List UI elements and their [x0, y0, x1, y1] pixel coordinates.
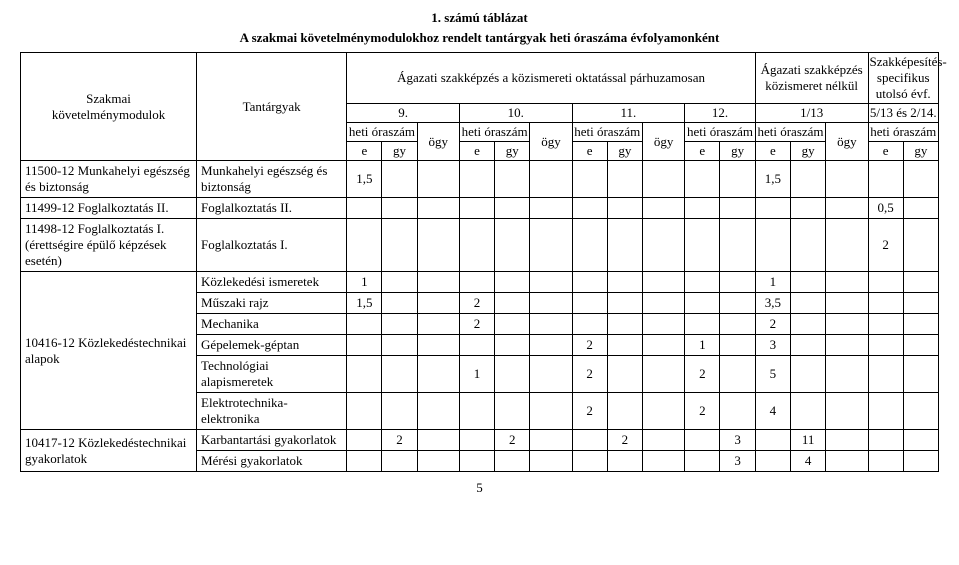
cell: 2 [459, 314, 494, 335]
gy-1: gy [382, 142, 417, 161]
e-1: e [347, 142, 382, 161]
table-row: 10416-12 Közlekedéstechnikai alapok Közl… [21, 272, 939, 293]
cell: 5 [755, 356, 790, 393]
cell: 2 [755, 314, 790, 335]
subject-cell: Mérési gyakorlatok [197, 451, 347, 472]
cell: 2 [459, 293, 494, 314]
col-grade11: 11. [572, 104, 685, 123]
module-cell: 10416-12 Közlekedéstechnikai alapok [21, 272, 197, 430]
cell: 3 [720, 430, 755, 451]
cell: 2 [572, 335, 607, 356]
cell: 0,5 [868, 198, 903, 219]
curriculum-table: Szakmai követelménymodulok Tantárgyak Ág… [20, 52, 939, 472]
subject-cell: Munkahelyi egészség és biztonság [197, 161, 347, 198]
cell: 2 [685, 393, 720, 430]
cell: 3 [755, 335, 790, 356]
subject-cell: Technológiai alapismeretek [197, 356, 347, 393]
cell: 2 [685, 356, 720, 393]
subject-cell: Foglalkoztatás II. [197, 198, 347, 219]
e-5: e [755, 142, 790, 161]
table-title: A szakmai követelménymodulokhoz rendelt … [20, 30, 939, 46]
gy-4: gy [720, 142, 755, 161]
subject-cell: Közlekedési ismeretek [197, 272, 347, 293]
col-grade9: 9. [347, 104, 460, 123]
subject-cell: Gépelemek-géptan [197, 335, 347, 356]
ogy-2: ögy [530, 123, 572, 161]
heti-5: heti óraszám [755, 123, 825, 142]
table-row: 11500-12 Munkahelyi egészség és biztonsá… [21, 161, 939, 198]
cell: 4 [755, 393, 790, 430]
ogy-3: ögy [642, 123, 684, 161]
table-number: 1. számú táblázat [20, 10, 939, 26]
ogy-4: ögy [826, 123, 868, 161]
subject-cell: Műszaki rajz [197, 293, 347, 314]
module-cell: 11499-12 Foglalkoztatás II. [21, 198, 197, 219]
heti-4: heti óraszám [685, 123, 756, 142]
table-row: 10417-12 Közlekedéstechnikai gyakorlatok… [21, 430, 939, 451]
col-grade513: 5/13 és 2/14. [868, 104, 939, 123]
cell: 3,5 [755, 293, 790, 314]
heti-3: heti óraszám [572, 123, 642, 142]
cell: 2 [495, 430, 530, 451]
cell: 1 [459, 356, 494, 393]
module-cell: 11500-12 Munkahelyi egészség és biztonsá… [21, 161, 197, 198]
cell: 3 [720, 451, 755, 472]
cell: 4 [791, 451, 826, 472]
gy-6: gy [903, 142, 938, 161]
col-subjects: Tantárgyak [197, 53, 347, 161]
subject-cell: Foglalkoztatás I. [197, 219, 347, 272]
cell: 1 [347, 272, 382, 293]
cell: 1,5 [755, 161, 790, 198]
cell: 1,5 [347, 293, 382, 314]
col-without: Ágazati szakképzés közismeret nélkül [755, 53, 868, 104]
col-grade12: 12. [685, 104, 756, 123]
gy-5: gy [791, 142, 826, 161]
ogy-1: ögy [417, 123, 459, 161]
col-grade10: 10. [459, 104, 572, 123]
col-grade113: 1/13 [755, 104, 868, 123]
cell: 11 [791, 430, 826, 451]
cell: 1 [755, 272, 790, 293]
heti-1: heti óraszám [347, 123, 417, 142]
subject-cell: Karbantartási gyakorlatok [197, 430, 347, 451]
table-row: 11498-12 Foglalkoztatás I. (érettségire … [21, 219, 939, 272]
e-4: e [685, 142, 720, 161]
gy-3: gy [607, 142, 642, 161]
cell: 2 [572, 356, 607, 393]
gy-2: gy [495, 142, 530, 161]
cell: 2 [572, 393, 607, 430]
col-modules: Szakmai követelménymodulok [21, 53, 197, 161]
module-cell: 10417-12 Közlekedéstechnikai gyakorlatok [21, 430, 197, 472]
e-3: e [572, 142, 607, 161]
cell: 1,5 [347, 161, 382, 198]
col-parallel: Ágazati szakképzés a közismereti oktatás… [347, 53, 756, 104]
cell: 2 [607, 430, 642, 451]
table-row: 11499-12 Foglalkoztatás II. Foglalkoztat… [21, 198, 939, 219]
e-6: e [868, 142, 903, 161]
heti-6: heti óraszám [868, 123, 939, 142]
page-number: 5 [20, 480, 939, 496]
cell: 1 [685, 335, 720, 356]
e-2: e [459, 142, 494, 161]
cell: 2 [868, 219, 903, 272]
subject-cell: Mechanika [197, 314, 347, 335]
cell: 2 [382, 430, 417, 451]
subject-cell: Elektrotechnika-elektronika [197, 393, 347, 430]
module-cell: 11498-12 Foglalkoztatás I. (érettségire … [21, 219, 197, 272]
heti-2: heti óraszám [459, 123, 529, 142]
col-specific: Szakképesítés-specifikus utolsó évf. [868, 53, 939, 104]
